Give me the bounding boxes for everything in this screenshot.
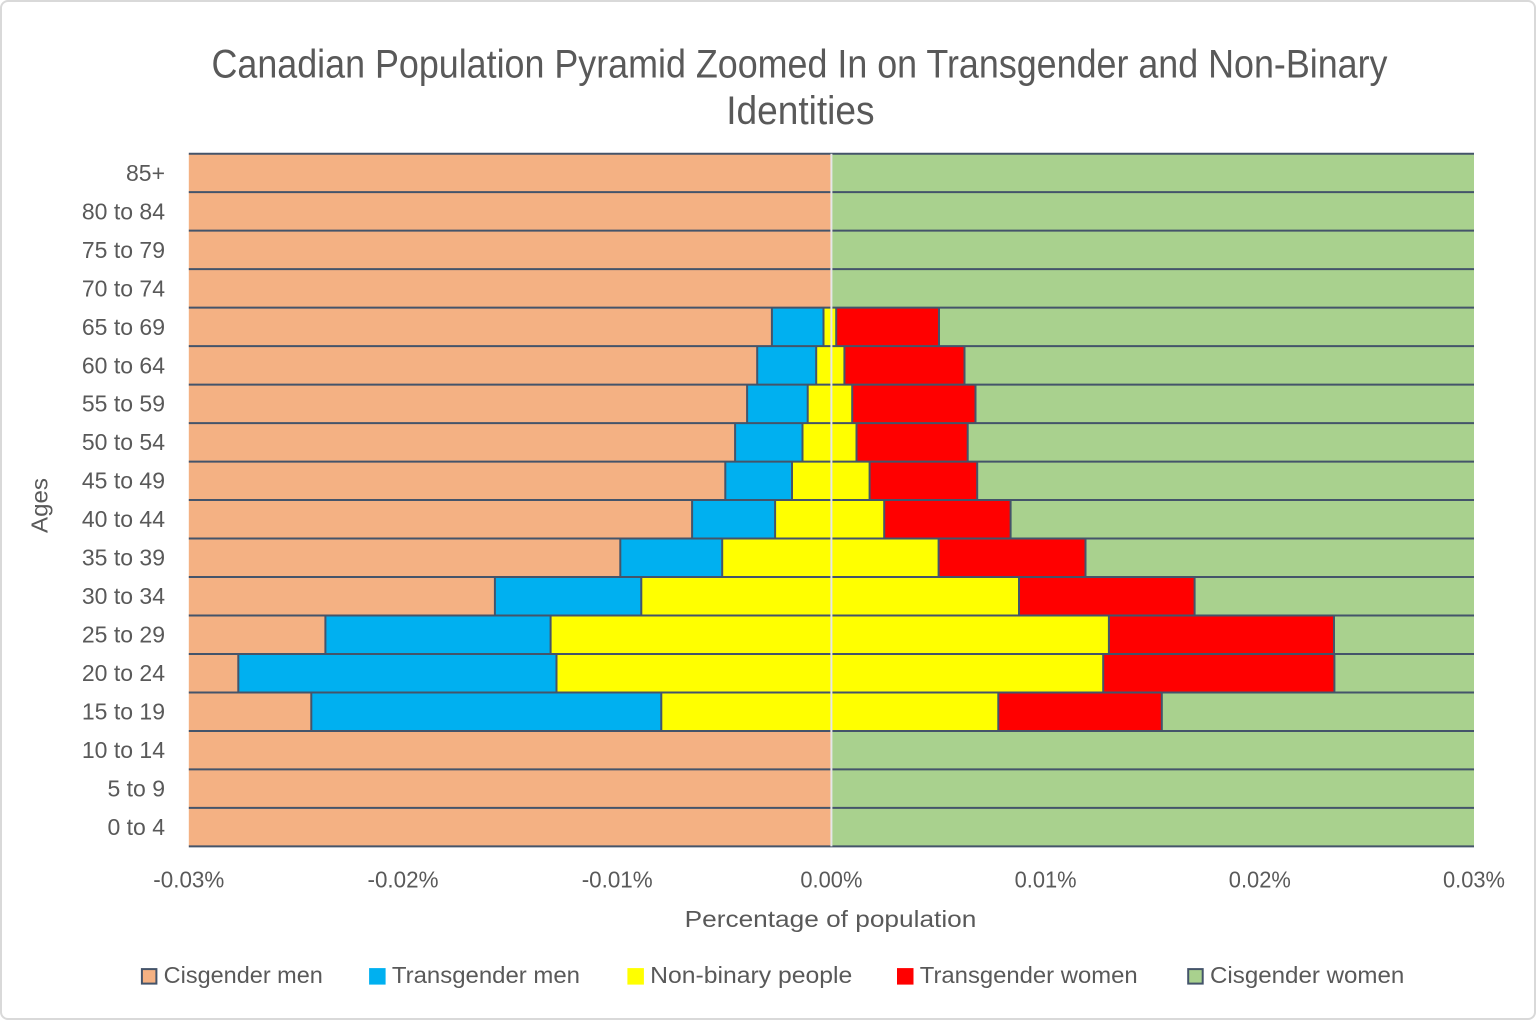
svg-text:55 to 59: 55 to 59 — [82, 391, 165, 417]
svg-text:Transgender men: Transgender men — [392, 962, 580, 988]
svg-text:15 to 19: 15 to 19 — [82, 699, 165, 725]
svg-text:50 to 54: 50 to 54 — [82, 429, 165, 455]
svg-text:Cisgender women: Cisgender women — [1210, 962, 1404, 988]
svg-text:Ages: Ages — [27, 478, 53, 533]
svg-text:30 to 34: 30 to 34 — [82, 583, 165, 609]
svg-text:-0.02%: -0.02% — [368, 867, 439, 893]
svg-text:5 to 9: 5 to 9 — [107, 776, 165, 802]
svg-text:35 to 39: 35 to 39 — [82, 545, 165, 571]
svg-text:25 to 29: 25 to 29 — [82, 622, 165, 648]
svg-text:60 to 64: 60 to 64 — [82, 352, 165, 378]
svg-text:0 to 4: 0 to 4 — [107, 814, 165, 840]
svg-text:70 to 74: 70 to 74 — [82, 275, 165, 301]
svg-text:Transgender women: Transgender women — [920, 962, 1138, 988]
svg-text:75 to 79: 75 to 79 — [82, 237, 165, 263]
svg-text:80 to 84: 80 to 84 — [82, 198, 165, 224]
svg-text:85+: 85+ — [126, 160, 165, 186]
svg-text:0.01%: 0.01% — [1015, 867, 1077, 893]
svg-text:10 to 14: 10 to 14 — [82, 737, 165, 763]
svg-text:45 to 49: 45 to 49 — [82, 468, 165, 494]
svg-text:20 to 24: 20 to 24 — [82, 660, 165, 686]
svg-text:Non-binary people: Non-binary people — [650, 962, 852, 988]
svg-text:40 to 44: 40 to 44 — [82, 506, 165, 532]
svg-text:0.02%: 0.02% — [1229, 867, 1291, 893]
svg-text:Percentage of population: Percentage of population — [685, 906, 977, 932]
svg-text:Cisgender men: Cisgender men — [164, 962, 323, 988]
svg-text:-0.03%: -0.03% — [153, 867, 224, 893]
svg-text:0.00%: 0.00% — [800, 867, 862, 893]
svg-text:Identities: Identities — [726, 89, 874, 133]
svg-text:0.03%: 0.03% — [1443, 867, 1505, 893]
svg-text:-0.01%: -0.01% — [582, 867, 653, 893]
svg-text:65 to 69: 65 to 69 — [82, 314, 165, 340]
svg-text:Canadian Population Pyramid Zo: Canadian Population Pyramid Zoomed In on… — [212, 43, 1388, 87]
